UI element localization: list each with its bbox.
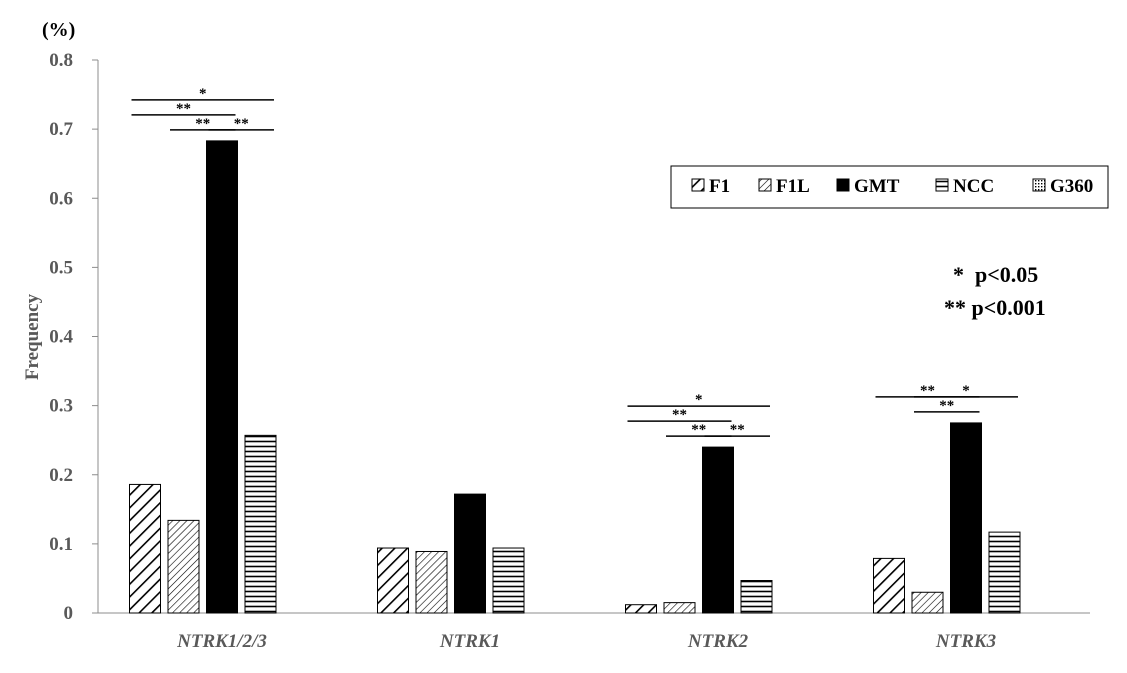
- legend-swatch-g360: [1032, 178, 1046, 192]
- legend-swatch-f1: [691, 178, 705, 192]
- legend: F1 F1L GMT NCC G360: [670, 165, 1109, 209]
- legend-swatch-f1l: [758, 178, 772, 192]
- bar-ncc-4: [988, 531, 1021, 614]
- bar-f1l-1: [167, 519, 200, 614]
- legend-label-ncc: NCC: [953, 176, 994, 197]
- bar-gmt-1: [206, 140, 238, 614]
- legend-swatch-ncc: [935, 178, 949, 192]
- bar-f1-3: [625, 604, 657, 614]
- bar-ncc-3: [740, 580, 773, 614]
- bar-f1l-2: [415, 550, 448, 614]
- y-tick-label: 0.4: [49, 327, 73, 348]
- y-tick-label: 0.3: [49, 396, 73, 417]
- significance-label: **: [176, 101, 191, 117]
- significance-label: *: [962, 383, 970, 399]
- y-axis-label: Frequency: [22, 293, 43, 380]
- x-axis: NTRK1/2/3 NTRK1 NTRK2 NTRK3: [98, 612, 1090, 652]
- x-tick-label: NTRK3: [935, 631, 996, 652]
- bar-f1-2: [377, 547, 409, 614]
- y-tick-label: 0.1: [49, 534, 73, 555]
- bar-gmt-2: [454, 493, 486, 614]
- bar-gmt-3: [702, 446, 734, 614]
- x-tick-label: NTRK1: [439, 631, 500, 652]
- bar-ncc-1: [244, 434, 277, 614]
- x-tick-label: NTRK1/2/3: [176, 631, 267, 652]
- y-tick-label: 0.5: [49, 257, 73, 278]
- legend-swatch-gmt: [836, 178, 850, 192]
- y-tick-label: 0.6: [49, 188, 73, 209]
- y-tick-label: 0.7: [49, 119, 73, 140]
- x-tick-label: NTRK2: [687, 631, 749, 652]
- significance-group: ***** ******* *******: [131, 86, 1018, 438]
- y-tick-label: 0.8: [49, 50, 73, 71]
- legend-label-g360: G360: [1050, 176, 1093, 197]
- significance-label: **: [195, 116, 210, 132]
- significance-label: **: [691, 422, 706, 438]
- bar-f1l-4: [911, 591, 944, 614]
- significance-label: **: [672, 407, 687, 423]
- significance-label: **: [730, 422, 745, 438]
- legend-label-f1l: F1L: [776, 176, 810, 197]
- significance-label: *: [199, 86, 207, 102]
- bar-f1-4: [873, 557, 905, 614]
- annotation-p005: * p<0.05: [953, 262, 1038, 287]
- bars-group: [129, 140, 1021, 614]
- bar-ncc-2: [492, 547, 525, 614]
- legend-label-gmt: GMT: [854, 176, 900, 197]
- bar-f1l-3: [663, 602, 696, 614]
- significance-label: **: [920, 383, 935, 399]
- annotation-p0001: ** p<0.001: [944, 295, 1046, 320]
- significance-label: *: [695, 392, 703, 408]
- significance-label: **: [939, 398, 954, 414]
- bar-f1-1: [129, 483, 161, 614]
- legend-label-f1: F1: [709, 176, 730, 197]
- y-axis: 0 0.1 0.2 0.3 0.4 0.5 0.6 0.7 0.8: [49, 50, 99, 624]
- y-tick-label: 0.2: [49, 465, 73, 486]
- significance-label: **: [234, 116, 249, 132]
- bar-gmt-4: [950, 422, 982, 614]
- unit-label: (%): [42, 19, 75, 41]
- y-tick-label: 0: [64, 603, 74, 624]
